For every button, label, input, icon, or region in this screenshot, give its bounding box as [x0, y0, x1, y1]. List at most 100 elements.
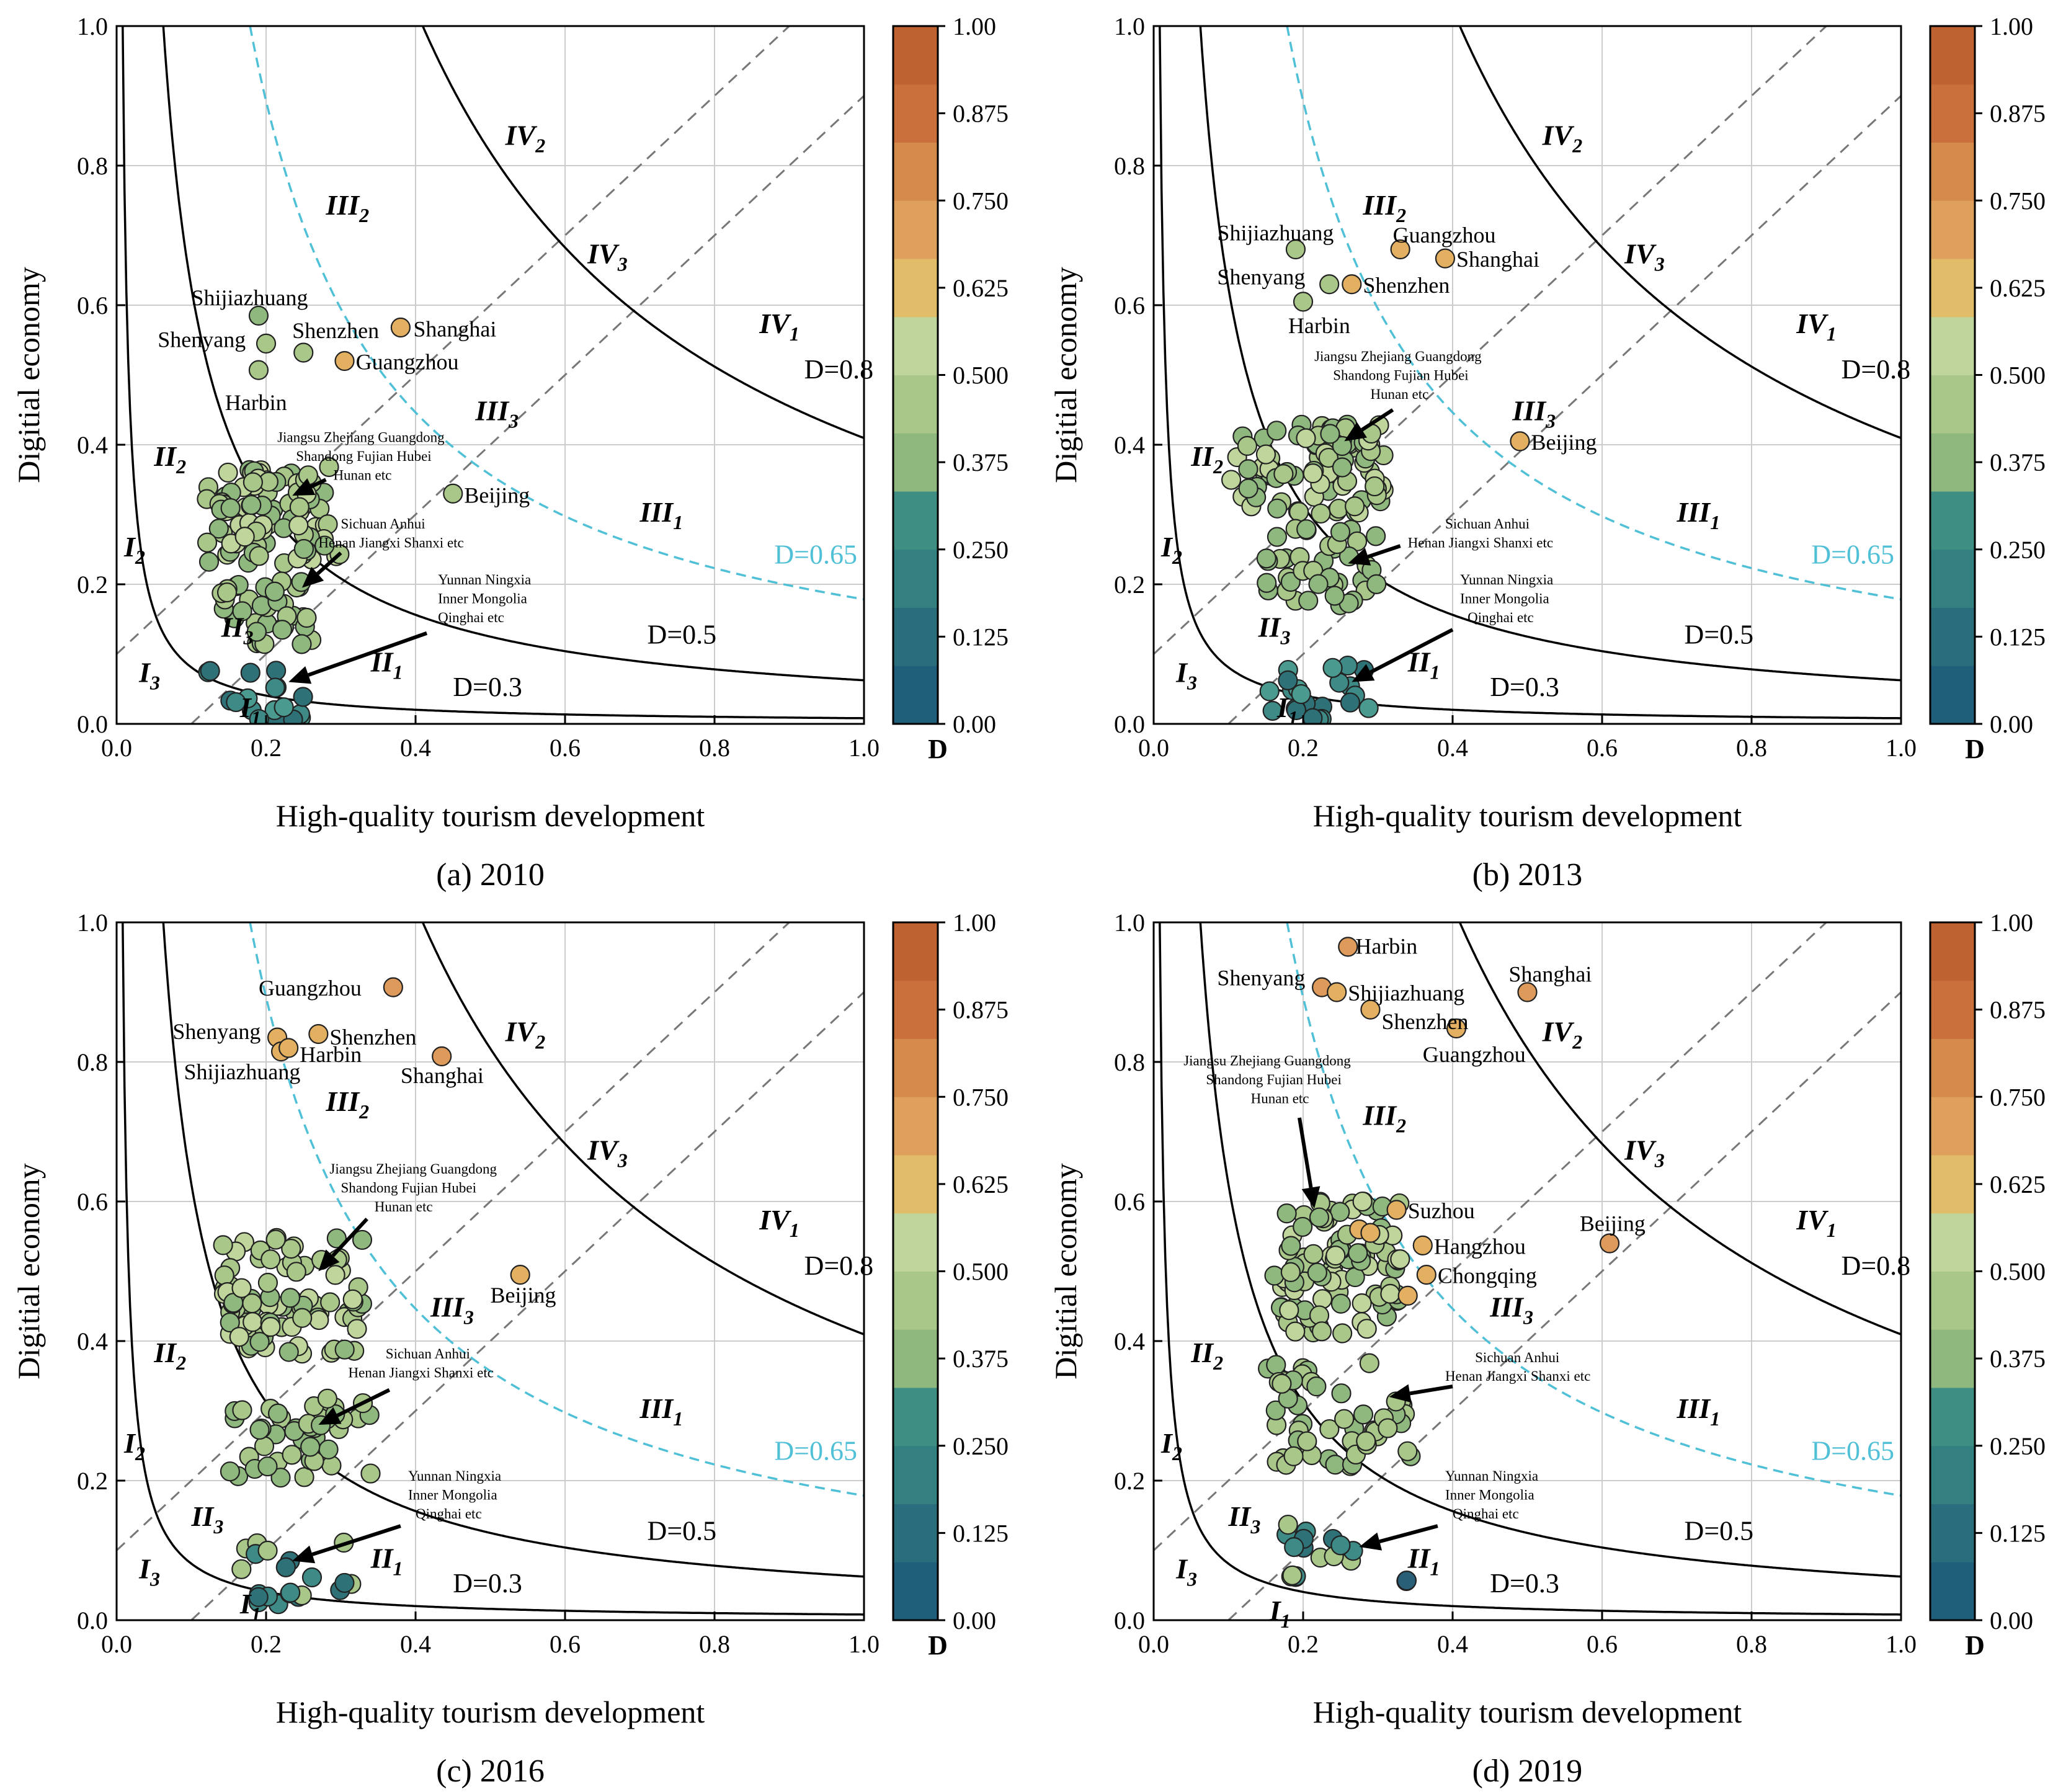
colorbar-band [1930, 142, 1975, 201]
y-tick-label: 0.2 [77, 571, 108, 599]
data-point [301, 1567, 323, 1588]
group-label: Henan Jiangxi Shanxi etc [1408, 535, 1553, 550]
group-label: Yunnan Ningxia [1460, 572, 1553, 587]
region-subscript: 2 [135, 1442, 145, 1464]
region-label: I2 [1160, 1427, 1182, 1464]
panel-caption: (c) 2016 [436, 1754, 545, 1789]
data-point [1359, 1353, 1379, 1373]
data-point [360, 1463, 381, 1484]
region-symbol: II [1228, 1500, 1252, 1532]
data-point [257, 1272, 278, 1293]
data-point [197, 532, 218, 553]
data-point [280, 1582, 301, 1603]
data-point [1396, 1571, 1417, 1591]
point-cluster [231, 1532, 362, 1615]
group-label: Hunan etc [375, 1199, 433, 1215]
data-point [266, 661, 287, 681]
colorbar-4: 0.00 0.125 0.250 0.375 0.500 0.625 0.750 0.875 1… [1929, 909, 2046, 1660]
region-subscript: 3 [213, 1515, 223, 1538]
region-symbol: II [1190, 440, 1214, 472]
data-point [282, 1445, 302, 1465]
region-subscript: 1 [393, 661, 403, 684]
region-label: I3 [1175, 657, 1197, 694]
colorbar-3: 0.00 0.125 0.250 0.375 0.500 0.625 0.750 0.875 1… [892, 909, 1009, 1660]
region-subscript: 2 [1172, 546, 1182, 568]
colorbar-band [1930, 433, 1975, 492]
data-point [1307, 1262, 1327, 1283]
data-point [218, 462, 238, 483]
curve-label: D=0.3 [1490, 1568, 1559, 1598]
curve-label: D=0.65 [1811, 539, 1894, 569]
region-label: II2 [153, 1337, 186, 1374]
diagonal-boundary-line [1154, 922, 1827, 1551]
data-point [1259, 681, 1280, 702]
coupling-curve-D-05 [1199, 26, 1901, 682]
arrow-head [301, 566, 324, 588]
region-label: IV1 [1796, 308, 1837, 345]
data-point [1366, 574, 1387, 594]
colorbar-tick-label: 1.00 [953, 12, 996, 40]
data-point [278, 1038, 299, 1058]
data-point [1267, 527, 1288, 547]
region-symbol: I [1269, 1595, 1282, 1626]
annotation-arrow [301, 551, 342, 588]
region-symbol: II [221, 611, 245, 643]
data-point [347, 1319, 367, 1339]
data-point [1282, 1565, 1303, 1585]
curve-label: D=0.65 [1811, 1435, 1894, 1466]
colorbar-tick-label: 0.125 [1990, 623, 2046, 651]
data-point [1324, 586, 1345, 606]
curve-label: D=0.5 [648, 1516, 717, 1546]
data-point [1298, 591, 1319, 611]
arrow-head [1301, 1186, 1321, 1209]
arrow-shaft [308, 631, 428, 677]
data-point [1303, 463, 1323, 484]
data-point [352, 1229, 373, 1250]
city-label: Shenyang [172, 1019, 261, 1044]
data-point [1303, 1244, 1324, 1264]
x-tick-label: 0.8 [699, 1630, 730, 1658]
y-tick-label: 1.0 [1114, 12, 1145, 40]
arrow-shaft [1361, 408, 1394, 432]
arrow-shaft [1367, 544, 1401, 559]
region-symbol: II [1258, 611, 1282, 643]
y-tick-label: 0.2 [1114, 571, 1145, 599]
region-label: II3 [221, 611, 254, 648]
group-label: Qinghai etc [416, 1506, 482, 1522]
group-label: Hunan etc [1251, 1090, 1309, 1106]
region-symbol: II [1190, 1337, 1214, 1368]
colorbar-band [893, 1213, 938, 1272]
data-point [1306, 1376, 1327, 1397]
data-point [274, 697, 294, 718]
colorbar-band [893, 200, 938, 259]
data-point [320, 1292, 341, 1313]
x-tick-label: 0.0 [1138, 734, 1169, 762]
group-label: Qinghai etc [438, 610, 504, 625]
data-point [1517, 982, 1538, 1002]
chart-panel-4: D=0.3D=0.5D=0.65D=0.8I1I2I3II1II2II3III1… [1048, 909, 1917, 1789]
data-point [1325, 1246, 1346, 1266]
coupling-curve-D-08 [1458, 922, 1901, 1335]
data-point [1285, 239, 1306, 260]
data-point [1278, 1514, 1298, 1535]
region-subscript: 2 [135, 546, 145, 568]
data-point [1285, 1321, 1306, 1342]
region-label: III3 [1489, 1291, 1533, 1329]
plot-frame [1152, 25, 1902, 725]
annotation-arrow [1359, 1524, 1438, 1551]
data-point [213, 1235, 233, 1255]
region-label: III2 [1362, 189, 1406, 226]
city-label: Shenzhen [1382, 1009, 1469, 1034]
data-point [257, 1540, 278, 1561]
region-symbol: I [138, 1553, 151, 1585]
arrow-shaft [331, 1218, 368, 1257]
region-label: II2 [1190, 1337, 1223, 1374]
data-point [1330, 1535, 1351, 1556]
data-point [1273, 464, 1294, 484]
colorbar-band [1930, 666, 1975, 724]
data-point [281, 1239, 301, 1259]
city-label: Shenzhen [292, 318, 379, 343]
region-subscript: 2 [1213, 455, 1223, 478]
region-symbol: III [1362, 189, 1397, 221]
annotation-arrow [1352, 628, 1454, 682]
